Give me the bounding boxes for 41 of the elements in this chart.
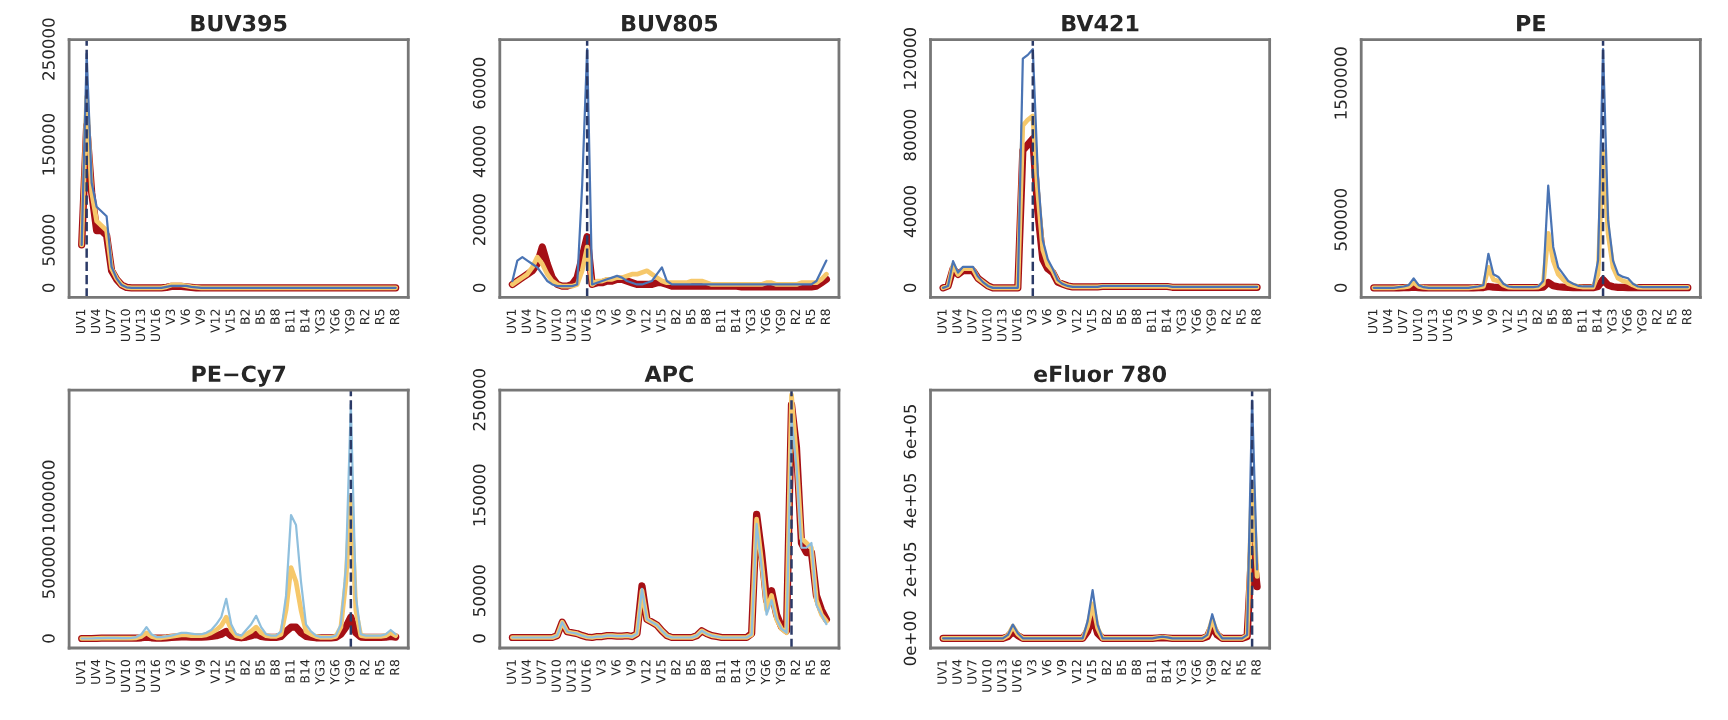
line-series — [1372, 48, 1689, 289]
y-tick-label: 250000 — [472, 369, 486, 431]
y-tick-label: 1500000 — [1334, 47, 1347, 119]
y-tick-label: 500000 — [42, 536, 55, 599]
y-tick-label: 2e+05 — [903, 542, 917, 597]
y-tick-label: 0e+00 — [903, 611, 917, 666]
y-tick-label: 4e+05 — [903, 473, 917, 528]
line-series — [1371, 149, 1691, 291]
y-tick-label: 0 — [903, 283, 917, 293]
y-tick-label: 500000 — [1334, 188, 1347, 251]
y-tick-label: 120000 — [903, 27, 917, 89]
y-tick-label: 20000 — [472, 194, 486, 245]
chart-title: APC — [644, 365, 693, 383]
y-tick-label: 50000 — [472, 565, 486, 616]
chart-title: PE — [1517, 15, 1545, 32]
line-series — [940, 480, 1260, 641]
y-tick-label: 0 — [42, 634, 55, 643]
y-tick-label: 60000 — [472, 57, 486, 109]
y-tick-label: 40000 — [903, 186, 917, 238]
y-tick-label: 50000 — [42, 214, 55, 266]
y-tick-label: 1000000 — [42, 460, 55, 532]
y-tick-label: 40000 — [472, 126, 486, 178]
chart-title: BV421 — [1062, 14, 1139, 32]
y-tick-label: 0 — [42, 283, 55, 293]
chart-title: PE−Cy7 — [192, 365, 286, 387]
line-series — [511, 48, 828, 288]
y-tick-label: 0 — [1334, 283, 1347, 293]
line-series — [80, 403, 397, 640]
y-tick-label: 150000 — [472, 464, 486, 526]
y-tick-label: 150000 — [42, 113, 55, 175]
chart-title: eFluor 780 — [1034, 364, 1167, 383]
y-tick-label: 0 — [472, 283, 486, 293]
chart-title: BUV395 — [191, 14, 287, 32]
line-series — [941, 48, 1259, 289]
line-series — [79, 494, 399, 641]
y-tick-label: 0 — [472, 634, 486, 643]
y-tick-label: 80000 — [903, 109, 917, 161]
chart-title: BUV805 — [622, 14, 718, 32]
line-series — [510, 244, 829, 289]
y-tick-label: 250000 — [42, 18, 55, 80]
y-tick-label: 6e+05 — [903, 405, 917, 459]
